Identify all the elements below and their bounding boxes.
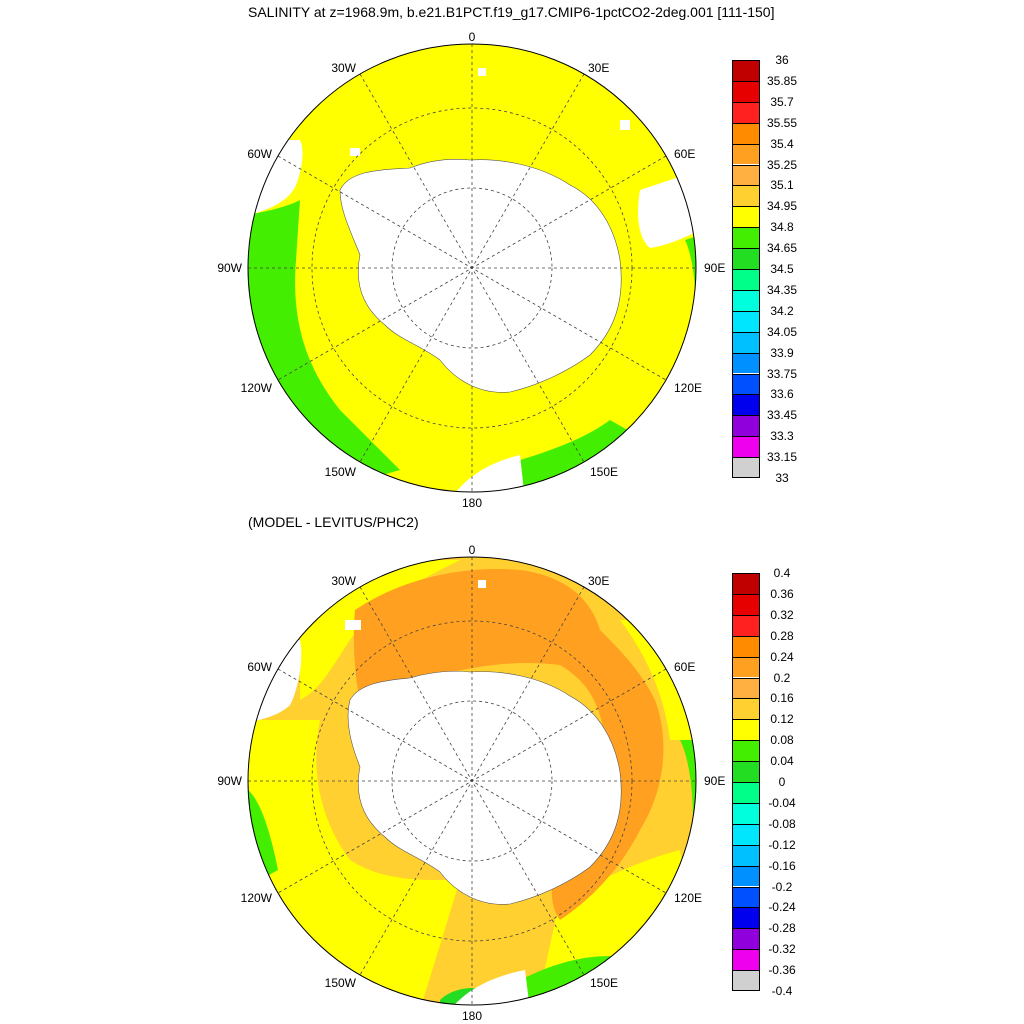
colorbar_top-swatch — [732, 457, 760, 478]
colorbar_top-swatch — [732, 227, 760, 249]
colorbar_bottom-label: 0.16 — [770, 691, 794, 706]
colorbar_bottom-swatch — [732, 719, 760, 741]
colorbar_top-label: 34.95 — [766, 199, 798, 214]
colorbar_bottom-label: -0.16 — [768, 858, 796, 873]
colorbar_top-swatch — [732, 248, 760, 269]
colorbar_top-label: 33.3 — [770, 429, 794, 444]
colorbar_bottom-swatch — [732, 823, 760, 845]
colorbar_top-swatch — [732, 394, 760, 416]
colorbar_top-label: 33 — [775, 471, 789, 485]
colorbar_bottom-label: -0.36 — [768, 963, 796, 978]
colorbar_bottom-swatch — [732, 677, 760, 699]
colorbar_bottom-swatch — [732, 865, 760, 887]
colorbar_bottom-swatch — [732, 593, 760, 615]
colorbar_top-label: 33.45 — [766, 408, 798, 423]
colorbar_top-swatch — [732, 415, 760, 437]
colorbar_top-label: 33.15 — [766, 450, 798, 465]
top-graticule — [248, 44, 696, 492]
colorbar_bottom-label: -0.32 — [768, 942, 796, 957]
colorbar_bottom-label: -0.28 — [768, 921, 796, 936]
colorbar_top-swatch — [732, 352, 760, 374]
antarctica-top — [339, 158, 622, 393]
colorbar_top-swatch — [732, 289, 760, 311]
colorbar_top-swatch — [732, 269, 760, 290]
colorbar_top-swatch — [732, 185, 760, 207]
colorbar_top-swatch — [732, 80, 760, 102]
colorbar_bottom-label: 0.28 — [770, 628, 794, 643]
colorbar_bottom-label: -0.04 — [768, 795, 796, 810]
colorbar_bottom-label: 0.36 — [770, 586, 794, 601]
colorbar_top-label: 35.85 — [766, 73, 798, 88]
colorbar_top-swatch — [732, 310, 760, 332]
colorbar_top-label: 34.35 — [766, 282, 798, 297]
colorbar_bottom-label: 0.4 — [773, 566, 791, 580]
colorbar_bottom-swatch — [732, 949, 760, 971]
colorbar_bottom-label: 0.08 — [770, 733, 794, 748]
colorbar_bottom-swatch — [732, 635, 760, 657]
colorbar_top-swatch — [732, 101, 760, 123]
colorbar_bottom-swatch — [732, 761, 760, 782]
colorbar_bottom-swatch — [732, 782, 760, 803]
colorbar_bottom-swatch — [732, 970, 760, 991]
colorbar_top-label: 35.55 — [766, 115, 798, 130]
colorbar_top-label: 35.1 — [770, 178, 794, 193]
colorbar_top-swatch — [732, 143, 760, 165]
colorbar_bottom-swatch — [732, 844, 760, 866]
colorbar_top-label: 33.75 — [766, 366, 798, 381]
colorbar_bottom-swatch — [732, 614, 760, 636]
colorbar_top-swatch — [732, 331, 760, 353]
colorbar_top-swatch — [732, 122, 760, 144]
colorbar_bottom-label: 0.2 — [773, 670, 791, 685]
colorbar_top-label: 34.5 — [770, 262, 794, 276]
top-map-border — [247, 43, 697, 493]
colorbar_top-label: 35.25 — [766, 157, 798, 172]
south-white-area — [450, 455, 525, 492]
colorbar_bottom-swatch — [732, 928, 760, 950]
colorbar_bottom-label: -0.24 — [768, 900, 796, 915]
colorbar_top-swatch — [732, 206, 760, 228]
colorbar_top-label: 36 — [775, 53, 789, 67]
colorbar_bottom-swatch — [732, 802, 760, 824]
colorbar_bottom-label: 0.04 — [770, 754, 794, 769]
island-c — [620, 120, 630, 130]
colorbar_bottom-swatch — [732, 698, 760, 720]
colorbar_top-label: 34.2 — [770, 303, 794, 318]
island-b — [350, 148, 360, 156]
colorbar_top-swatch — [732, 436, 760, 458]
colorbar_bottom-swatch — [732, 907, 760, 929]
colorbar_bottom-label: 0.12 — [770, 712, 794, 727]
main-title: SALINITY at z=1968.9m, b.e21.B1PCT.f19_g… — [248, 4, 775, 20]
colorbar_top-label: 34.65 — [766, 241, 798, 256]
colorbar_bottom-swatch — [732, 656, 760, 678]
colorbar_top-swatch — [732, 164, 760, 186]
colorbar_top-swatch — [732, 60, 760, 81]
colorbar_bottom-label: -0.4 — [771, 984, 793, 998]
colorbar_top-label: 34.8 — [770, 220, 794, 235]
colorbar_top-label: 35.4 — [770, 136, 794, 151]
green-band-east — [685, 235, 696, 290]
colorbar_top-label: 33.6 — [770, 387, 794, 402]
colorbar_bottom-swatch — [732, 573, 760, 594]
colorbar_bottom-label: 0 — [778, 775, 786, 789]
colorbar_bottom-label: -0.08 — [768, 816, 796, 831]
top-map-fill — [248, 44, 696, 492]
colorbar_bottom-label: 0.32 — [770, 607, 794, 622]
colorbar_top-label: 35.7 — [770, 94, 794, 109]
colorbar_bottom-label: 0.24 — [770, 649, 794, 664]
island-a — [478, 68, 486, 76]
colorbar_bottom-swatch — [732, 740, 760, 762]
colorbar_top-swatch — [732, 373, 760, 395]
colorbar_top-label: 33.9 — [770, 345, 794, 360]
colorbar_bottom-label: -0.2 — [771, 879, 793, 894]
colorbar_top-label: 34.05 — [766, 324, 798, 339]
colorbar_bottom-swatch — [732, 886, 760, 908]
sub-title: (MODEL - LEVITUS/PHC2) — [248, 514, 419, 530]
colorbar_bottom-label: -0.12 — [768, 837, 796, 852]
